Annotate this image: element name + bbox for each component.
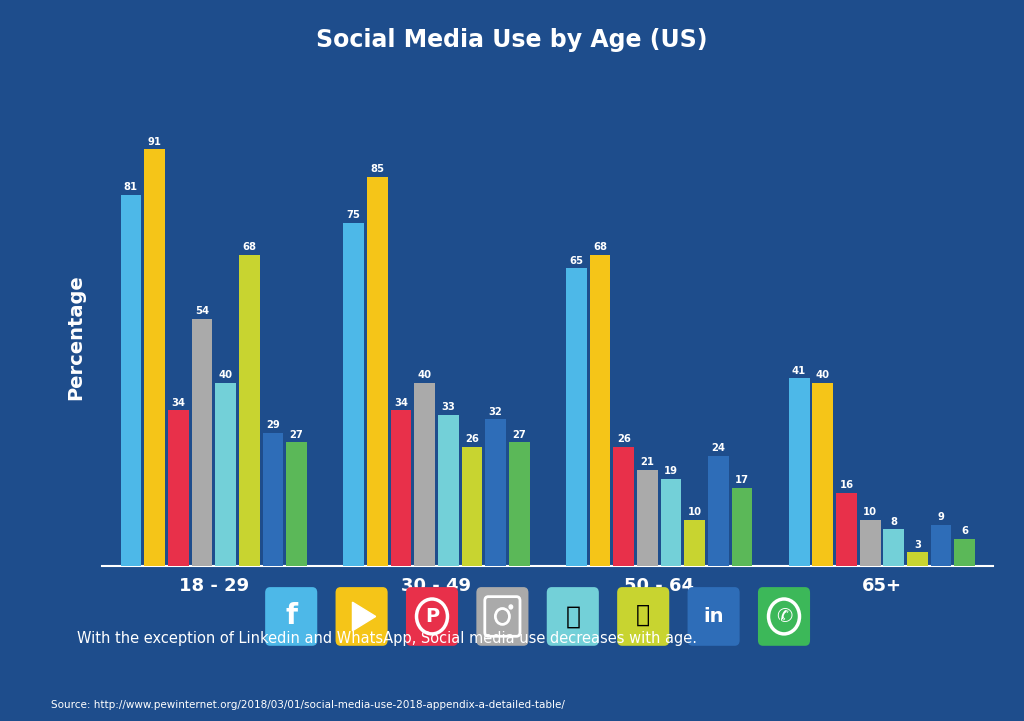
Bar [262, 433, 284, 566]
Bar [907, 552, 928, 566]
Text: 65: 65 [569, 256, 584, 265]
Bar [660, 479, 681, 566]
Bar [215, 383, 236, 566]
FancyBboxPatch shape [758, 587, 810, 646]
Text: P: P [426, 607, 439, 626]
Bar [637, 470, 657, 566]
Text: f: f [285, 603, 297, 630]
Bar [788, 379, 810, 566]
Bar [390, 410, 412, 566]
Text: 68: 68 [243, 242, 256, 252]
FancyBboxPatch shape [336, 587, 388, 646]
Bar [168, 410, 188, 566]
Text: 10: 10 [688, 508, 701, 518]
Bar [812, 383, 834, 566]
Text: 85: 85 [371, 164, 384, 174]
Text: 9: 9 [938, 512, 944, 522]
Bar [954, 539, 975, 566]
Bar [144, 149, 165, 566]
Text: 3: 3 [914, 539, 921, 549]
Text: 21: 21 [640, 457, 654, 467]
Text: 34: 34 [171, 397, 185, 407]
Text: 40: 40 [218, 370, 232, 380]
Text: 91: 91 [147, 136, 162, 146]
Text: 34: 34 [394, 397, 408, 407]
Text: 54: 54 [195, 306, 209, 316]
Bar [438, 415, 459, 566]
Text: 29: 29 [266, 420, 280, 430]
Text: 10: 10 [863, 508, 878, 518]
FancyBboxPatch shape [547, 587, 599, 646]
Text: 33: 33 [441, 402, 456, 412]
Text: ✆: ✆ [776, 607, 793, 626]
Text: Social Media Use by Age (US): Social Media Use by Age (US) [316, 27, 708, 52]
Text: 41: 41 [792, 366, 806, 376]
Text: 40: 40 [816, 370, 829, 380]
Text: 19: 19 [664, 466, 678, 477]
Y-axis label: Percentage: Percentage [67, 274, 86, 400]
Bar [860, 521, 881, 566]
Text: 8: 8 [890, 517, 897, 526]
Text: 75: 75 [347, 210, 360, 220]
Bar [509, 443, 529, 566]
Text: 🐦: 🐦 [565, 604, 581, 629]
Bar [485, 420, 506, 566]
Bar [286, 443, 307, 566]
Text: 26: 26 [465, 434, 479, 444]
Bar [731, 488, 753, 566]
Bar [367, 177, 388, 566]
FancyBboxPatch shape [687, 587, 739, 646]
Text: 32: 32 [488, 407, 503, 417]
Text: 27: 27 [290, 430, 303, 440]
Text: 👻: 👻 [636, 603, 650, 627]
Text: 26: 26 [616, 434, 631, 444]
Text: 68: 68 [593, 242, 607, 252]
Bar [613, 447, 634, 566]
Text: 81: 81 [124, 182, 138, 193]
Bar [121, 195, 141, 566]
Text: 17: 17 [735, 475, 749, 485]
Text: 24: 24 [712, 443, 725, 454]
Bar [566, 268, 587, 566]
Circle shape [509, 605, 513, 609]
Polygon shape [352, 602, 376, 631]
Bar [191, 319, 212, 566]
FancyBboxPatch shape [406, 587, 458, 646]
Text: 40: 40 [418, 370, 432, 380]
Text: Source: http://www.pewinternet.org/2018/03/01/social-media-use-2018-appendix-a-d: Source: http://www.pewinternet.org/2018/… [51, 700, 565, 710]
Bar [590, 255, 610, 566]
Text: 6: 6 [962, 526, 969, 536]
Bar [415, 383, 435, 566]
Text: 27: 27 [512, 430, 526, 440]
FancyBboxPatch shape [617, 587, 670, 646]
Bar [239, 255, 260, 566]
Bar [343, 223, 365, 566]
Bar [884, 529, 904, 566]
FancyBboxPatch shape [265, 587, 317, 646]
Bar [684, 521, 706, 566]
Text: in: in [703, 607, 724, 626]
FancyBboxPatch shape [476, 587, 528, 646]
Text: With the exception of Linkedin and WhatsApp, Social media use decreases with age: With the exception of Linkedin and Whats… [77, 631, 696, 645]
Text: 16: 16 [840, 480, 853, 490]
Bar [836, 492, 857, 566]
Bar [462, 447, 482, 566]
Bar [931, 525, 951, 566]
Bar [708, 456, 729, 566]
